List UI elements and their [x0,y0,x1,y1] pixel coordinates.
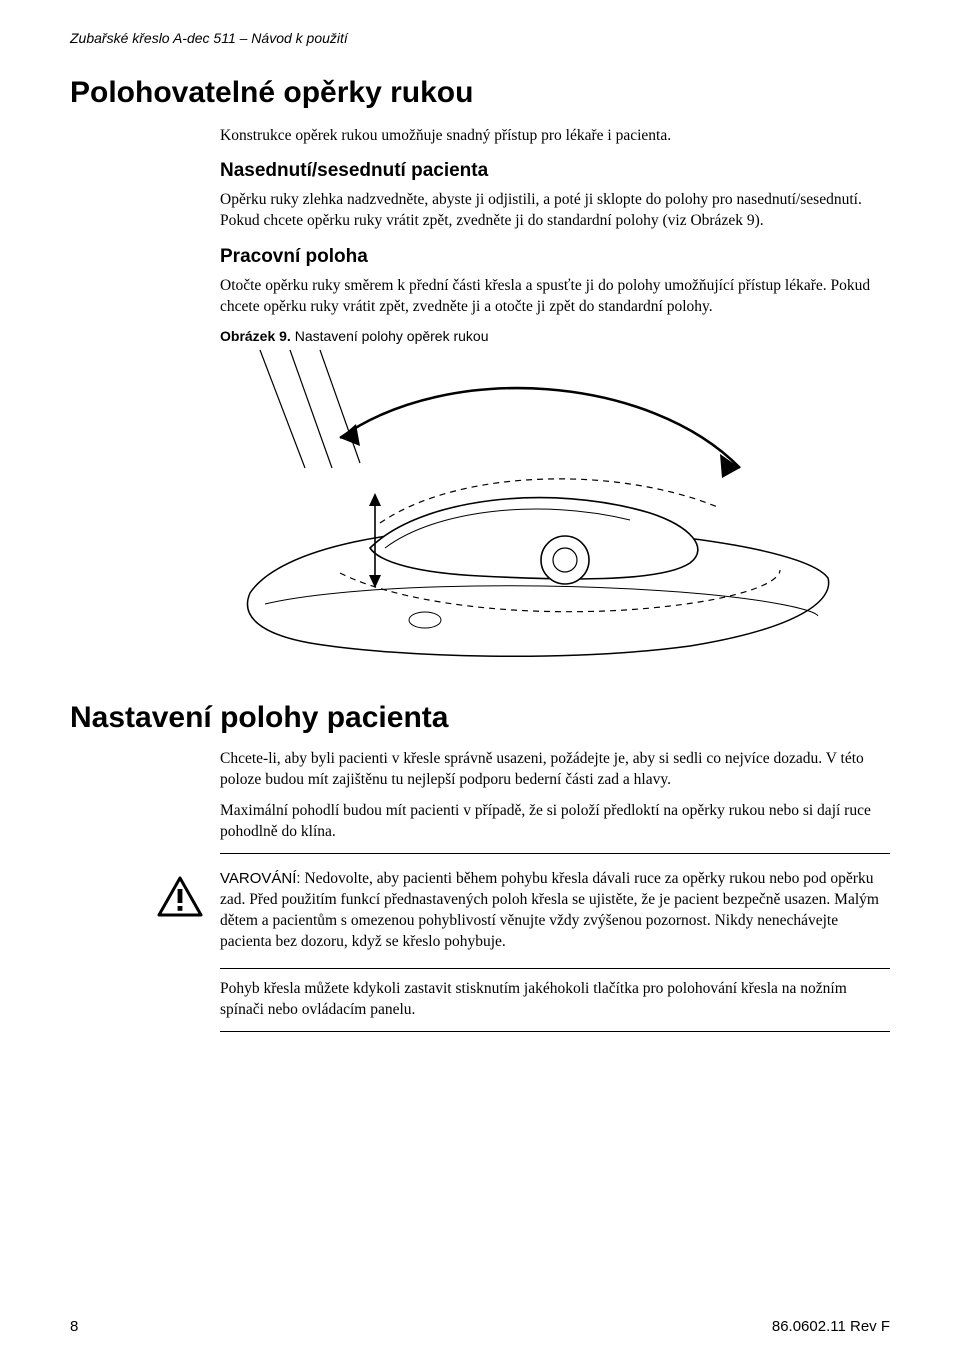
doc-reference: 86.0602.11 Rev F [772,1318,890,1335]
warning-icon [156,875,204,924]
separator-top [220,853,890,854]
figure-caption: Obrázek 9. Nastavení polohy opěrek rukou [220,328,890,344]
patientpos-body3: Pohyb křesla můžete kdykoli zastavit sti… [220,979,890,1021]
separator-mid [220,968,890,969]
figure-label: Obrázek 9. [220,328,291,344]
subheading-seating: Nasednutí/sesednutí pacienta [220,160,890,182]
page-footer: 8 86.0602.11 Rev F [70,1318,890,1335]
section-title-armrests: Polohovatelné opěrky rukou [70,76,890,110]
section-title-patientpos: Nastavení polohy pacienta [70,701,890,735]
armrest-svg [220,348,840,668]
warning-label: VAROVÁNÍ: [220,870,301,887]
intro-text: Konstrukce opěrek rukou umožňuje snadný … [220,126,890,147]
warning-block: VAROVÁNÍ: Nedovolte, aby pacienti během … [220,869,890,953]
body-seating: Opěrku ruky zlehka nadzvedněte, abyste j… [220,190,890,232]
page-number: 8 [70,1318,78,1335]
figure-armrest-diagram [220,348,890,673]
figure-caption-text: Nastavení polohy opěrek rukou [295,328,489,344]
patientpos-body1: Chcete-li, aby byli pacienti v křesle sp… [220,749,890,791]
patientpos-body2: Maximální pohodlí budou mít pacienti v p… [220,801,890,843]
warning-text: VAROVÁNÍ: Nedovolte, aby pacienti během … [220,869,890,953]
subheading-working: Pracovní poloha [220,246,890,268]
body-working: Otočte opěrku ruky směrem k přední části… [220,276,890,318]
running-header: Zubařské křeslo A-dec 511 – Návod k použ… [70,30,890,46]
separator-bottom [220,1031,890,1032]
warning-body: Nedovolte, aby pacienti během pohybu kře… [220,870,879,950]
